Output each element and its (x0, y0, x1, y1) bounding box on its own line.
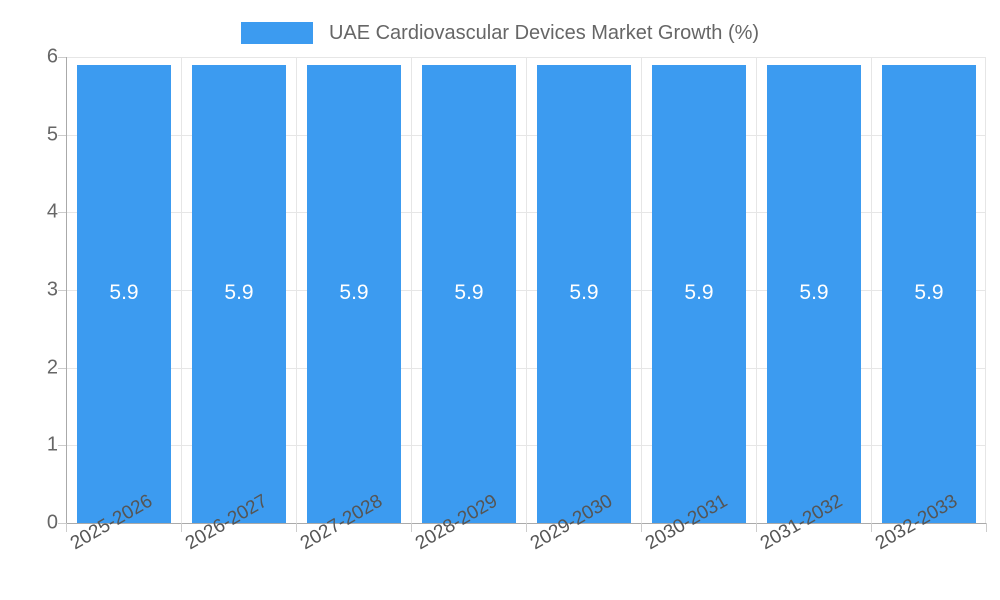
x-axis-tick-mark (181, 523, 182, 532)
y-axis-tick-mark (58, 445, 66, 447)
bar[interactable] (307, 64, 401, 523)
bar-value-label: 5.9 (914, 280, 944, 304)
bar-value-label: 5.9 (339, 280, 369, 304)
bar-value-label: 5.9 (799, 280, 829, 304)
bar[interactable] (422, 64, 516, 523)
x-gridline (641, 57, 642, 523)
x-axis-tick-mark (756, 523, 757, 532)
y-axis-tick-mark (58, 523, 66, 524)
x-axis-tick-mark (66, 523, 67, 532)
bar[interactable] (882, 64, 976, 523)
bar-value-label: 5.9 (684, 280, 714, 304)
x-axis-tick-mark (296, 523, 297, 532)
y-axis-tick-labels: 6 5 4 3 2 1 0 (0, 46, 66, 534)
y-axis-tick-label: 4 (46, 200, 58, 223)
y-axis-tick-mark (58, 367, 66, 369)
legend-label[interactable]: UAE Cardiovascular Devices Market Growth… (328, 22, 760, 44)
y-axis-tick-label: 0 (46, 511, 58, 534)
y-axis-tick-mark (58, 212, 66, 214)
x-gridline (296, 57, 297, 523)
y-axis-tick-label: 3 (46, 278, 58, 301)
bar[interactable] (77, 64, 171, 523)
bar-value-label: 5.9 (569, 280, 599, 304)
x-axis-tick-mark (526, 523, 527, 532)
bar-value-label: 5.9 (224, 280, 254, 304)
x-gridline (871, 57, 872, 523)
x-gridline (181, 57, 182, 523)
y-axis-tick-mark (58, 57, 66, 58)
x-gridline (756, 57, 757, 523)
x-axis-tick-mark (986, 523, 987, 532)
bar-value-label: 5.9 (109, 280, 139, 304)
bar[interactable] (537, 64, 631, 523)
bar[interactable] (192, 64, 286, 523)
y-axis-tick-mark (58, 134, 66, 136)
y-axis-tick-label: 1 (46, 433, 58, 456)
bar-series: 5.9 5.9 5.9 5.9 5.9 5.9 5.9 5.9 (66, 57, 986, 523)
y-axis-tick-label: 2 (46, 356, 58, 379)
bar[interactable] (767, 64, 861, 523)
x-gridline (985, 57, 986, 523)
x-gridline (411, 57, 412, 523)
chart-legend: UAE Cardiovascular Devices Market Growth… (0, 14, 1000, 52)
y-axis-tick-mark (58, 290, 66, 291)
x-gridline (526, 57, 527, 523)
bar-value-label: 5.9 (454, 280, 484, 304)
y-axis-line (66, 57, 67, 523)
x-axis-tick-mark (641, 523, 642, 532)
y-axis-tick-label: 5 (46, 123, 58, 146)
x-axis-tick-mark (411, 523, 412, 532)
bar[interactable] (652, 64, 746, 523)
legend-color-swatch[interactable] (240, 22, 313, 44)
x-axis-tick-mark (871, 523, 872, 532)
y-axis-tick-label: 6 (46, 45, 58, 68)
